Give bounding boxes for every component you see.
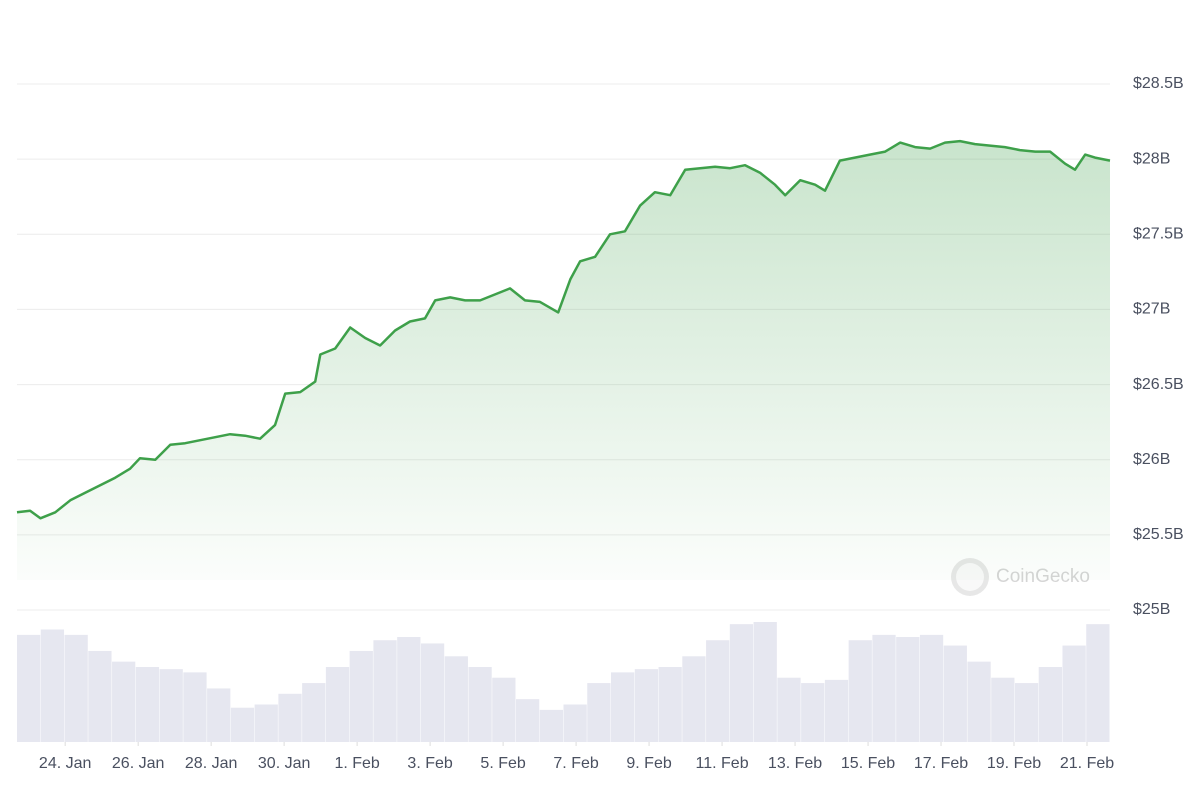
x-tick-label: 1. Feb — [334, 755, 379, 772]
x-tick-label: 28. Jan — [185, 755, 237, 772]
volume-bar — [658, 667, 682, 742]
x-tick-label: 9. Feb — [626, 755, 671, 772]
volume-bar — [468, 667, 492, 742]
x-tick-label: 13. Feb — [768, 755, 822, 772]
x-tick-label: 26. Jan — [112, 755, 164, 772]
x-tick-label: 17. Feb — [914, 755, 968, 772]
x-tick-label: 11. Feb — [696, 755, 749, 772]
x-tick-label: 7. Feb — [553, 755, 598, 772]
volume-bar — [563, 704, 587, 742]
volume-bar — [1038, 667, 1062, 742]
volume-bar — [611, 672, 635, 742]
y-tick-label: $28.5B — [1133, 75, 1184, 92]
volume-bar — [682, 656, 706, 742]
area — [17, 141, 1110, 580]
volume-bar — [848, 640, 872, 742]
volume-bar — [1014, 683, 1039, 742]
line — [16, 139, 1111, 520]
volume-bar — [64, 634, 88, 742]
volume-bar — [801, 683, 825, 742]
volume-bar — [896, 637, 920, 742]
volume-bar — [539, 709, 563, 742]
volume-bar — [278, 693, 302, 742]
volume-bar — [777, 677, 801, 742]
volume-bar — [207, 688, 231, 742]
volume-bar — [943, 645, 967, 742]
y-tick-label: $27B — [1133, 301, 1170, 318]
x-tick-label: 30. Jan — [258, 755, 310, 772]
volume-bar — [230, 707, 255, 742]
volume-bar — [967, 661, 991, 742]
volume-bar — [634, 669, 659, 742]
y-tick-label: $26B — [1133, 451, 1170, 468]
volume-bar — [183, 672, 207, 742]
volume-bar — [17, 634, 41, 742]
y-tick-label: $25.5B — [1133, 526, 1184, 543]
volume-bar — [159, 669, 183, 742]
volume-bar — [135, 667, 160, 742]
volume-bar — [515, 699, 540, 742]
volume-bar — [729, 624, 754, 742]
x-tick-label: 21. Feb — [1060, 755, 1114, 772]
volume-bar — [40, 629, 65, 742]
volume-bar — [919, 634, 944, 742]
volume-bar — [824, 679, 849, 742]
volume-bar — [587, 683, 611, 742]
volume-bar — [373, 640, 397, 742]
volume-bar — [1062, 645, 1086, 742]
volume-bar — [420, 643, 445, 742]
volume-bar — [706, 640, 730, 742]
volume-bar — [492, 677, 516, 742]
volume-bar — [112, 661, 136, 742]
volume-bar — [991, 677, 1015, 742]
x-tick-label: 24. Jan — [39, 755, 91, 772]
y-tick-label: $27.5B — [1133, 226, 1184, 243]
volume-bar — [88, 650, 112, 742]
volume-bar — [872, 634, 896, 742]
volume-bar — [325, 667, 350, 742]
volume-bar — [397, 637, 421, 742]
x-tick-label: 3. Feb — [407, 755, 452, 772]
volume-bar — [1086, 624, 1110, 742]
y-tick-label: $25B — [1133, 601, 1170, 618]
x-tick-label: 15. Feb — [841, 755, 895, 772]
volume-bar — [254, 704, 278, 742]
x-tick-label: 19. Feb — [987, 755, 1041, 772]
volume-bar — [302, 683, 326, 742]
volume-bar — [349, 650, 373, 742]
y-tick-label: $28B — [1133, 150, 1170, 167]
volume-bar — [753, 622, 777, 742]
volume-bar — [444, 656, 468, 742]
y-tick-label: $26.5B — [1133, 376, 1184, 393]
x-tick-label: 5. Feb — [480, 755, 525, 772]
